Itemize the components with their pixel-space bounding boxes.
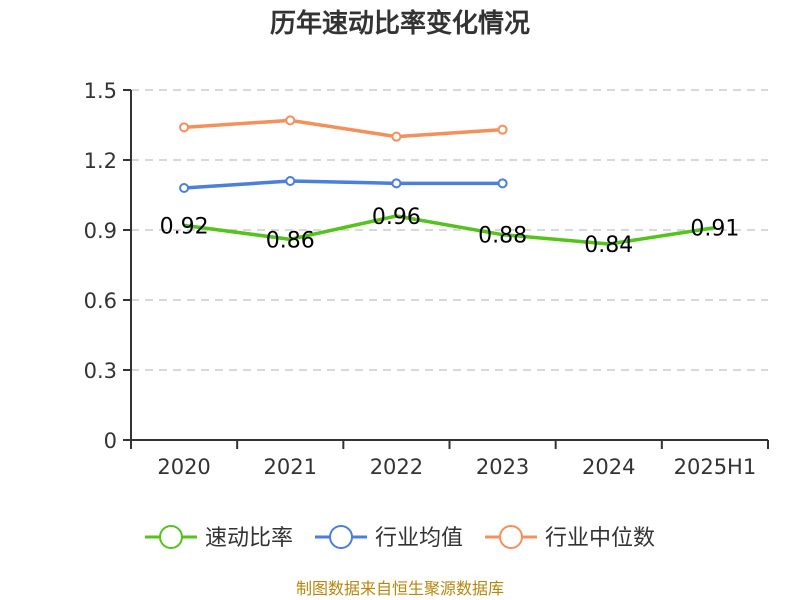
legend-label: 行业均值: [375, 526, 463, 551]
series-line-0: [183, 214, 716, 246]
legend-marker: [499, 525, 523, 549]
data-point: [179, 183, 190, 193]
legend-label: 速动比率: [205, 526, 293, 551]
series-layer: [179, 115, 716, 246]
data-point: [179, 122, 190, 133]
legend-label: 行业中位数: [545, 526, 655, 551]
legend: 速动比率 行业均值 行业中位数: [145, 525, 655, 551]
legend-marker: [159, 525, 183, 549]
y-tick-label: 0.3: [84, 359, 117, 383]
data-label: 0.86: [266, 228, 315, 253]
x-tick-label: 2021: [264, 455, 317, 479]
x-tick-label: 2023: [476, 455, 529, 479]
y-tick-label: 0: [104, 429, 117, 453]
y-tick-label: 1.5: [84, 79, 117, 103]
y-tick-label: 0.9: [84, 219, 117, 243]
y-tick-label: 0.6: [84, 289, 117, 313]
chart-title: 历年速动比率变化情况: [270, 8, 530, 39]
series-line-2: [183, 118, 503, 139]
data-label: 0.92: [160, 214, 209, 239]
axes: 0 0.3 0.6 0.9 1.2 1.5 2020 2021 2022 2023 2024 2025…: [84, 79, 769, 479]
legend-marker: [329, 525, 353, 549]
data-label: 0.84: [584, 233, 633, 258]
data-point: [391, 131, 402, 142]
x-tick-label: 2020: [157, 455, 210, 479]
x-tick-label: 2024: [582, 455, 635, 479]
x-tick-label: 2022: [370, 455, 423, 479]
data-point: [285, 115, 296, 126]
data-labels: 0.92 0.86 0.96 0.88 0.84 0.91: [160, 205, 740, 258]
data-point: [285, 176, 296, 186]
y-tick-label: 1.2: [84, 149, 117, 173]
data-label: 0.88: [478, 224, 527, 249]
data-point: [391, 178, 402, 189]
series-line-1: [183, 179, 503, 190]
source-note: 制图数据来自恒生聚源数据库: [296, 579, 504, 598]
data-label: 0.91: [690, 217, 739, 242]
data-label: 0.96: [372, 205, 421, 230]
x-tick-label: 2025H1: [674, 455, 757, 479]
data-point: [497, 124, 508, 135]
data-point: [497, 178, 508, 189]
